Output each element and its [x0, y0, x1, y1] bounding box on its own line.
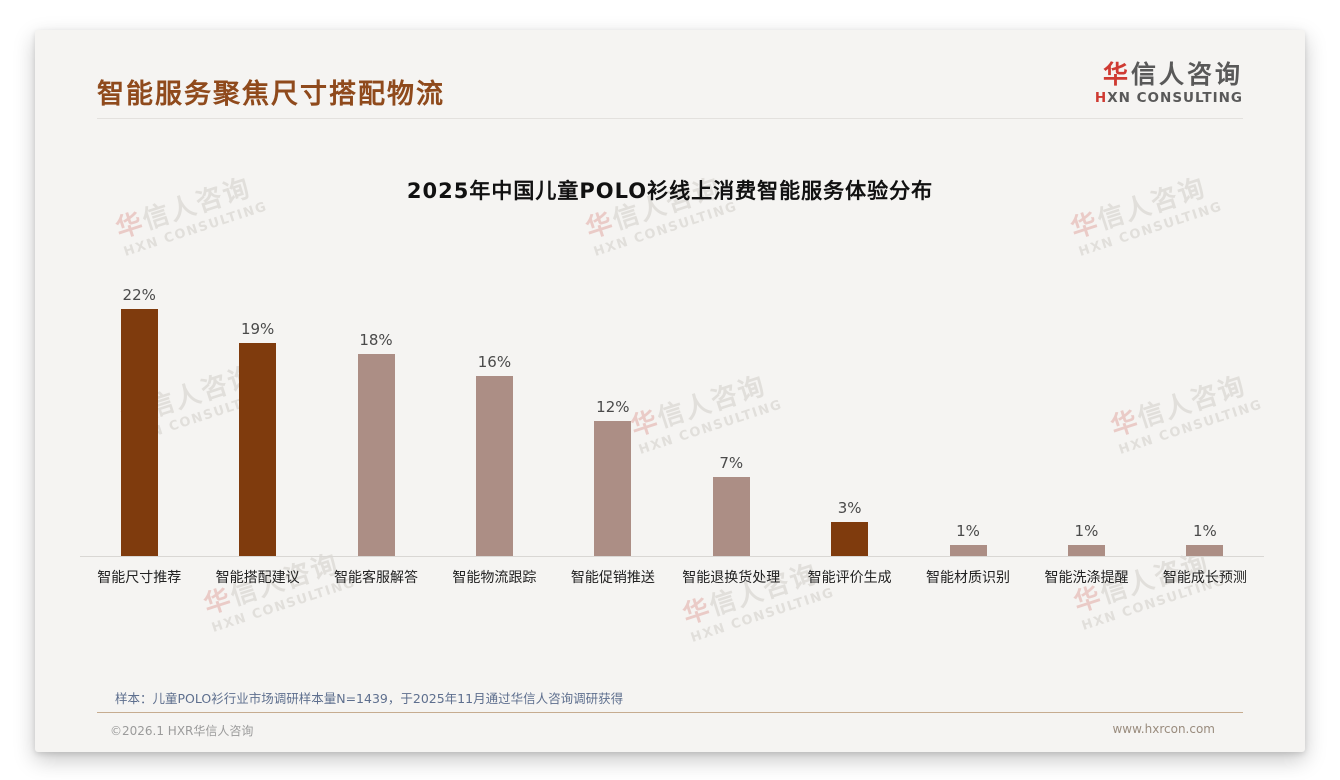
page-title: 智能服务聚焦尺寸搭配物流 [97, 79, 445, 110]
value-label: 22% [122, 286, 156, 304]
category-label: 智能洗涤提醒 [1044, 570, 1129, 586]
category-label: 智能物流跟踪 [452, 570, 537, 586]
copyright-text: ©2026.1 HXR华信人咨询 [110, 724, 254, 738]
category-label: 智能退换货处理 [682, 570, 781, 586]
logo-en-accent: H [1094, 90, 1108, 106]
bar-slot: 7% [672, 260, 790, 556]
bar-slot: 1% [1027, 260, 1145, 556]
website-url: www.hxrcon.com [1112, 722, 1215, 736]
category-axis: 智能尺寸推荐 智能搭配建议 智能客服解答 智能物流跟踪 智能促销推送 智能退换货处理 智能评… [80, 567, 1264, 587]
value-label: 19% [240, 319, 275, 338]
value-label: 1% [1192, 521, 1217, 540]
bar [475, 376, 513, 556]
company-logo: 华信人咨询 HXN CONSULTING [1095, 60, 1243, 107]
value-label: 1% [956, 521, 980, 540]
value-label: 16% [477, 353, 512, 372]
bar-slot: 19% [198, 260, 316, 556]
bar [594, 421, 632, 556]
bar-slot: 16% [435, 260, 553, 556]
category-label: 智能尺寸推荐 [97, 570, 182, 586]
category-label: 智能材质识别 [926, 570, 1011, 586]
bar-slot: 18% [317, 260, 435, 556]
value-label: 7% [719, 454, 744, 473]
logo-en-text: XN CONSULTING [1107, 90, 1243, 106]
value-label: 3% [837, 499, 862, 518]
category-label: 智能评价生成 [807, 570, 892, 586]
bar-slot: 12% [554, 260, 672, 556]
category-label: 智能成长预测 [1162, 570, 1247, 586]
bar [357, 353, 395, 556]
value-label: 18% [359, 330, 393, 349]
bar [120, 309, 158, 556]
bar [831, 522, 869, 556]
footer-divider [97, 712, 1243, 713]
category-label: 智能搭配建议 [215, 570, 300, 586]
sample-note: 样本：儿童POLO衫行业市场调研样本量N=1439，于2025年11月通过华信人… [115, 691, 624, 706]
bar-slot: 1% [909, 260, 1027, 556]
logo-english: HXN CONSULTING [1095, 90, 1243, 107]
bar [949, 544, 987, 556]
category-label: 智能促销推送 [570, 570, 655, 586]
category-label: 智能客服解答 [334, 570, 419, 586]
bar-slot: 22% [80, 260, 198, 556]
bar [1067, 544, 1105, 556]
value-label: 12% [596, 398, 630, 417]
bar-slot: 3% [790, 260, 908, 556]
bar [712, 477, 750, 556]
logo-chinese: 华信人咨询 [1095, 60, 1243, 90]
bar [1186, 544, 1224, 556]
report-card: 华信人咨询 HXN CONSULTING 华信人咨询 HXN CONSULTING 华信… [35, 30, 1305, 752]
bar [239, 342, 277, 556]
logo-zh-accent: 华 [1102, 60, 1131, 89]
value-label: 1% [1074, 521, 1099, 540]
bar-slot: 1% [1146, 260, 1264, 556]
logo-zh-text: 信人咨询 [1130, 60, 1243, 89]
chart-title: 2025年中国儿童POLO衫线上消费智能服务体验分布 [406, 179, 934, 203]
bar-series: 22% 19% 18% 16% 12% 7% 3% 1% 1% 1% [80, 260, 1264, 557]
header-divider [97, 118, 1243, 119]
